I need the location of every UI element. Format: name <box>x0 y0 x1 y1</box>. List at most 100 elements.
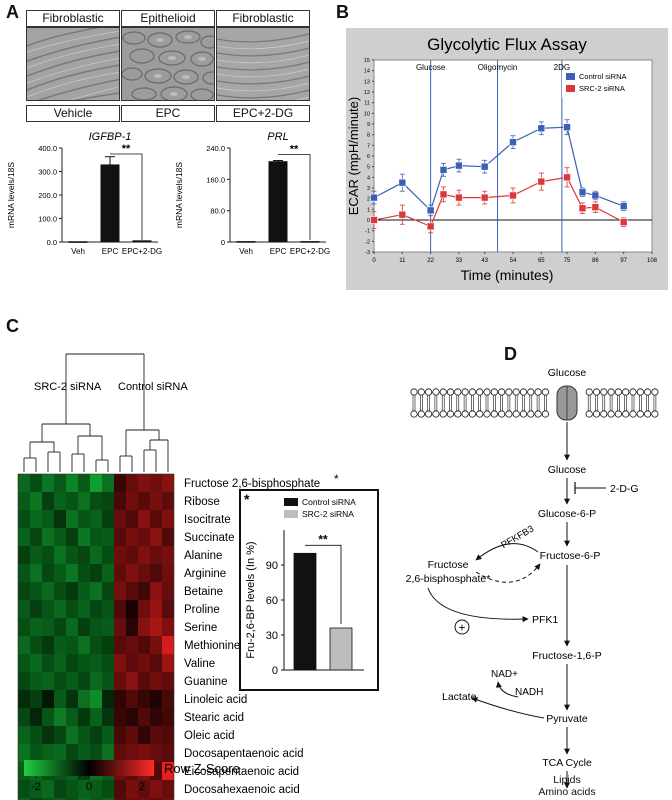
heatmap-cell <box>78 654 90 672</box>
panel-letter-a: A <box>6 2 19 22</box>
prl-bar <box>236 241 256 243</box>
flux-ytick-label: 5 <box>367 165 370 171</box>
node-fructose-26-bp-line2: 2,6-bisphosphate* <box>406 573 491 585</box>
heatmap-cell <box>162 474 174 492</box>
heatmap-cell <box>42 636 54 654</box>
igfbp1-ytick-label: 400.0 <box>38 144 57 153</box>
heatmap-cell <box>66 690 78 708</box>
heatmap-cell <box>114 510 126 528</box>
flux-data-point <box>480 162 489 171</box>
lipid-head <box>519 410 528 418</box>
lipid-head <box>644 410 652 418</box>
lipid-head <box>614 410 622 418</box>
inset-legend-swatch <box>284 510 298 518</box>
heatmap-cell <box>150 564 162 582</box>
node-glucose-6-p: Glucose-6-P <box>538 508 596 520</box>
heatmap-cell <box>114 744 126 762</box>
heatmap-cell <box>54 510 66 528</box>
lipid-head <box>600 388 608 396</box>
flux-ylabel: ECAR (mpH/minute) <box>346 97 361 215</box>
inset-legend-swatch <box>284 498 298 506</box>
heatmap-cell <box>126 618 138 636</box>
arrow-pfkfb3 <box>475 543 539 561</box>
heatmap-cell <box>162 744 174 762</box>
igfbp1-significance-label: ** <box>122 143 131 155</box>
heatmap-cell <box>78 780 90 798</box>
heatmap-cell <box>90 744 102 762</box>
lipid-head <box>483 410 491 418</box>
inset-asterisk: * <box>244 491 250 507</box>
heatmap-cell <box>150 492 162 510</box>
heatmap-cell <box>114 690 126 708</box>
heatmap-row-label: Stearic acid <box>184 712 244 724</box>
heatmap-cell <box>150 474 162 492</box>
igfbp1-ytick-label: 300.0 <box>38 168 57 177</box>
lipid-head <box>600 410 608 418</box>
heatmap-cell <box>54 780 66 798</box>
heatmap-cell <box>54 618 66 636</box>
lipid-head <box>424 388 433 396</box>
lipid-head <box>410 388 418 396</box>
igfbp1-title: IGFBP-1 <box>89 131 132 143</box>
lipid-head <box>534 388 542 396</box>
heatmap-cell <box>138 636 150 654</box>
flux-data-point <box>509 138 517 146</box>
heatmap-row-label: Guanine <box>184 676 227 688</box>
heatmap-cell <box>30 726 42 744</box>
lipid-head <box>432 410 440 418</box>
heatmap-cell <box>138 690 150 708</box>
heatmap-cell <box>90 510 102 528</box>
treatment-label-3: EPC+2-DG <box>216 105 310 122</box>
heatmap-cell <box>54 798 66 800</box>
heatmap-cell <box>18 600 30 618</box>
micrograph-epc-2dg <box>216 27 310 101</box>
lipid-head <box>483 388 491 396</box>
igfbp1-category-label: Veh <box>71 247 85 256</box>
heatmap-row-label: Fructose 2,6-bisphosphate <box>184 478 320 490</box>
heatmap-cell <box>102 474 114 492</box>
treatment-label-1: Vehicle <box>26 105 120 122</box>
heatmap-cell <box>66 474 78 492</box>
prl-bar-chart: PRL mRNA levels/18S 0 80.0 160.0 240.0 Veh EPC E… <box>174 131 330 256</box>
flux-ytick-label: 15 <box>364 58 370 64</box>
heatmap-cell <box>102 528 114 546</box>
heatmap-cell <box>42 672 54 690</box>
heatmap-cell <box>150 726 162 744</box>
activation-symbol <box>454 619 470 635</box>
heatmap-cell <box>54 546 66 564</box>
node-pfk1: PFK1 <box>532 614 558 626</box>
flux-ytick-label: 13 <box>364 79 370 85</box>
flux-data-point <box>563 123 571 131</box>
morphology-label-1: Fibroblastic <box>26 10 120 27</box>
heatmap-cell <box>126 528 138 546</box>
heatmap-cell <box>54 672 66 690</box>
heatmap-cell <box>162 528 174 546</box>
igfbp1-ytick-label: 100.0 <box>38 215 57 224</box>
heatmap-cell <box>90 708 102 726</box>
heatmap-cell <box>66 546 78 564</box>
panel-letter-d: D <box>504 344 517 364</box>
heatmap-cell <box>54 744 66 762</box>
heatmap-cell <box>30 492 42 510</box>
heatmap-cell <box>30 564 42 582</box>
heatmap-cell <box>78 600 90 618</box>
heatmap-cell <box>42 654 54 672</box>
heatmap-cell <box>138 672 150 690</box>
heatmap-cell <box>150 744 162 762</box>
heatmap-cell <box>114 546 126 564</box>
flux-data-point <box>578 204 587 213</box>
lipid-head <box>585 410 593 418</box>
metabolite-heatmap: Fructose 2,6-bisphosphate Ribose Isocitrat… <box>17 353 379 800</box>
heatmap-cell <box>126 690 138 708</box>
heatmap-cell <box>42 528 54 546</box>
heatmap-cell <box>90 798 102 800</box>
flux-data-point <box>370 216 378 224</box>
lipid-head <box>607 388 615 396</box>
heatmap-cell <box>114 492 126 510</box>
heatmap-cell <box>126 744 138 762</box>
heatmap-cell <box>30 510 42 528</box>
flux-ytick-label: 10 <box>364 111 370 117</box>
lipid-head <box>541 410 549 418</box>
lipid-head <box>512 410 520 418</box>
heatmap-cell <box>102 690 114 708</box>
